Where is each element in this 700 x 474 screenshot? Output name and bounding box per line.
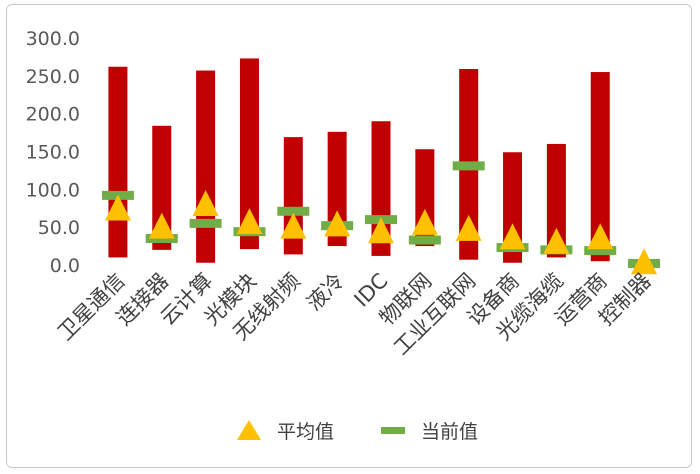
average-value-marker (192, 189, 219, 216)
current-value-marker (189, 218, 222, 228)
average-value-marker (631, 248, 658, 275)
legend-item-current: 当前值 (381, 421, 478, 443)
current-value-marker (408, 235, 441, 245)
average-value-marker (587, 223, 614, 250)
legend-triangle-icon (237, 420, 261, 440)
y-tick-label: 100.0 (26, 179, 80, 201)
y-tick-label: 150.0 (26, 142, 80, 164)
x-category-label: 液冷 (302, 269, 349, 316)
average-value-marker (411, 208, 438, 235)
markers (101, 161, 661, 275)
legend-item-average: 平均值 (237, 420, 334, 443)
range-bar (590, 72, 610, 262)
legend: 平均值 当前值 (237, 420, 478, 443)
range-bar (196, 70, 216, 263)
y-tick-label: 200.0 (26, 104, 80, 126)
average-value-marker (148, 212, 175, 239)
average-value-marker (499, 223, 526, 250)
y-tick-label: 250.0 (26, 66, 80, 88)
range-bar (546, 143, 566, 258)
y-tick-label: 50.0 (38, 217, 80, 239)
average-value-marker (324, 210, 351, 237)
current-value-marker (277, 206, 310, 216)
y-tick-label: 0.0 (50, 255, 80, 277)
legend-dash-icon (381, 427, 405, 434)
current-value-marker (452, 161, 485, 171)
range-bar (239, 58, 259, 250)
range-bar (152, 125, 172, 250)
y-tick-label: 300.0 (26, 28, 80, 50)
range-bar (108, 66, 128, 258)
average-value-marker (455, 214, 482, 241)
average-value-marker (236, 208, 263, 235)
y-axis: 0.0 50.0 100.0 150.0 200.0 250.0 300.0 (26, 28, 80, 277)
average-value-marker (280, 212, 307, 239)
average-value-marker (368, 217, 394, 244)
range-bars (108, 58, 610, 263)
average-value-marker (104, 194, 131, 221)
legend-label-average: 平均值 (277, 421, 334, 443)
range-bar (327, 131, 347, 247)
average-value-marker (543, 227, 570, 254)
current-value-marker (584, 246, 617, 256)
legend-label-current: 当前值 (421, 421, 478, 443)
